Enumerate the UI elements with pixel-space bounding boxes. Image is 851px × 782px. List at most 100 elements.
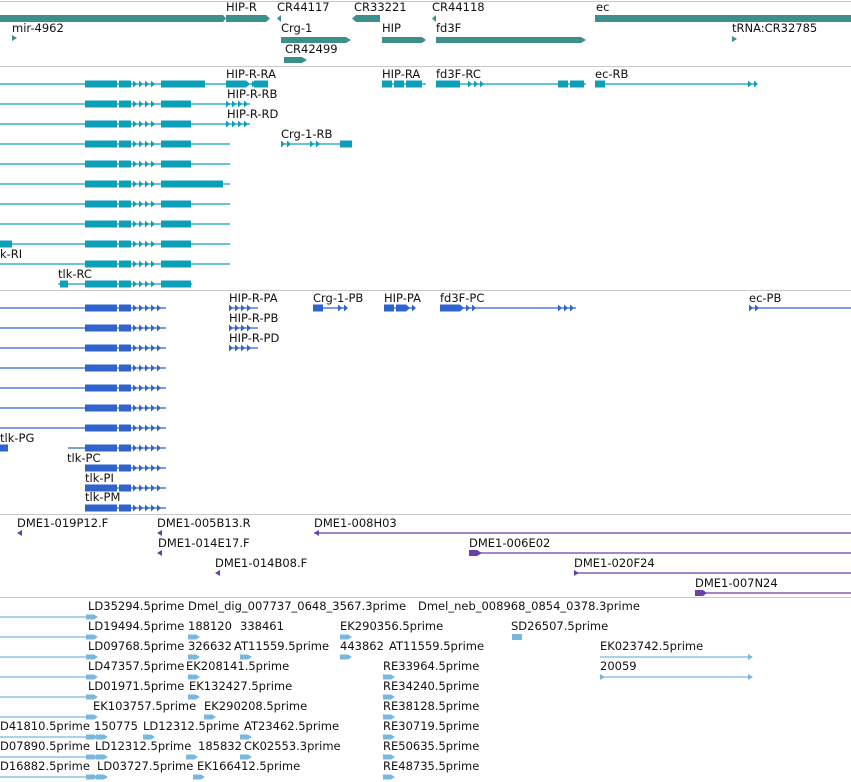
- exon-arrow: [145, 324, 149, 332]
- bac-label[interactable]: DME1-020F24: [574, 556, 655, 570]
- transcript-glyph-exon: [161, 240, 191, 248]
- est-arrow: [196, 674, 200, 680]
- exon-arrow: [133, 384, 137, 392]
- est-label[interactable]: D16882.5prime: [0, 759, 90, 773]
- est-label[interactable]: D07890.5prime: [0, 739, 90, 753]
- bac-label[interactable]: DME1-014B08.F: [215, 556, 308, 570]
- est-label[interactable]: LD12312.5prime: [95, 739, 192, 753]
- bac-label[interactable]: DME1-008H03: [314, 516, 397, 530]
- est-label[interactable]: LD47357.5prime: [88, 659, 185, 673]
- est-label[interactable]: RE33964.5prime: [383, 659, 480, 673]
- bac-label[interactable]: DME1-006E02: [469, 536, 551, 550]
- cds-label[interactable]: Crg-1-PB: [313, 291, 364, 305]
- gene-label[interactable]: tRNA:CR32785: [732, 21, 818, 35]
- transcript-label[interactable]: ec-RB: [595, 67, 629, 81]
- est-label[interactable]: LD12312.5prime: [143, 719, 240, 733]
- exon-arrow: [133, 484, 137, 492]
- est-label[interactable]: EK166412.5prime: [197, 759, 301, 773]
- transcript-label[interactable]: HIP-RA: [382, 67, 421, 81]
- cds-label[interactable]: HIP-R-PB: [229, 311, 279, 325]
- gene-label[interactable]: Crg-1: [281, 21, 313, 35]
- exon-arrow: [472, 304, 476, 312]
- est-label[interactable]: Dmel_dig_007737_0648_3567.3prime: [188, 599, 407, 613]
- est-label[interactable]: 443862: [340, 639, 384, 653]
- est-label[interactable]: AT11559.5prime: [234, 639, 330, 653]
- est-label[interactable]: RE48735.5prime: [383, 759, 480, 773]
- est-label[interactable]: EK290208.5prime: [204, 699, 308, 713]
- est-label[interactable]: EK208141.5prime: [186, 659, 290, 673]
- est-glyph-exon: [383, 774, 391, 780]
- gene-label[interactable]: fd3F: [436, 21, 462, 35]
- transcript-label[interactable]: HIP-R-RB: [227, 87, 278, 101]
- gene-glyph: [0, 15, 223, 22]
- est-label[interactable]: AT23462.5prime: [244, 719, 340, 733]
- gene-label[interactable]: CR33221: [354, 0, 407, 14]
- est-label[interactable]: CK02553.3prime: [244, 739, 341, 753]
- est-glyph-exon: [86, 754, 94, 760]
- bac-label[interactable]: DME1-005B13.R: [157, 516, 251, 530]
- exon-arrow: [139, 384, 143, 392]
- gene-label[interactable]: ec: [596, 0, 610, 14]
- est-label[interactable]: 20059: [600, 659, 637, 673]
- cds-label[interactable]: tlk-PM: [85, 490, 121, 504]
- gene-label[interactable]: HIP-R: [226, 0, 257, 14]
- est-label[interactable]: EK103757.5prime: [93, 699, 197, 713]
- bac-label[interactable]: DME1-014E17.F: [158, 536, 250, 550]
- exon-arrow: [139, 100, 143, 108]
- transcript-label[interactable]: Crg-1-RB: [281, 127, 333, 141]
- exon-arrow: [755, 304, 759, 312]
- est-label[interactable]: RE38128.5prime: [383, 699, 480, 713]
- est-label[interactable]: 188120: [188, 619, 232, 633]
- gene-label[interactable]: HIP: [382, 21, 401, 35]
- exon-arrow: [133, 464, 137, 472]
- est-arrow: [194, 754, 198, 760]
- est-label[interactable]: RE50635.5prime: [383, 739, 480, 753]
- cds-label[interactable]: HIP-R-PD: [229, 331, 280, 345]
- est-label[interactable]: LD03727.5prime: [97, 759, 194, 773]
- transcript-track: HIP-R-RA HIP-RA fd3F-RC ec-RB HIP-R-RB H…: [0, 66, 851, 290]
- cds-label[interactable]: tlk-PC: [67, 451, 101, 465]
- exon-arrow: [468, 80, 472, 88]
- est-label[interactable]: LD01971.5prime: [88, 679, 185, 693]
- est-label[interactable]: LD19494.5prime: [88, 619, 185, 633]
- gene-label[interactable]: mir-4962: [12, 21, 64, 35]
- cds-label[interactable]: fd3F-PC: [440, 291, 485, 305]
- est-label[interactable]: EK132427.5prime: [189, 679, 293, 693]
- gene-label[interactable]: CR44118: [432, 0, 485, 14]
- cds-label[interactable]: tlk-PI: [85, 471, 114, 485]
- cds-label[interactable]: HIP-PA: [384, 291, 421, 305]
- cds-label[interactable]: ec-PB: [749, 291, 782, 305]
- transcript-label[interactable]: fd3F-RC: [436, 67, 481, 81]
- transcript-glyph-exon: [85, 140, 117, 148]
- bac-label[interactable]: DME1-007N24: [695, 576, 778, 590]
- est-label[interactable]: 150775: [94, 719, 138, 733]
- exon-arrow: [151, 384, 155, 392]
- est-label[interactable]: LD35294.5prime: [88, 599, 185, 613]
- transcript-glyph-exon: [161, 200, 191, 208]
- est-label[interactable]: LD09768.5prime: [88, 639, 185, 653]
- transcript-label[interactable]: tlk-RC: [58, 267, 92, 281]
- est-label[interactable]: 326632: [188, 639, 232, 653]
- est-label[interactable]: RE34240.5prime: [383, 679, 480, 693]
- gene-label[interactable]: CR44117: [277, 0, 330, 14]
- est-label[interactable]: 185832: [198, 739, 242, 753]
- est-label[interactable]: SD26507.5prime: [511, 619, 609, 633]
- gene-label[interactable]: CR42499: [285, 42, 338, 56]
- est-label[interactable]: 338461: [240, 619, 284, 633]
- transcript-label[interactable]: HIP-R-RD: [227, 107, 279, 121]
- est-arrow: [196, 694, 200, 700]
- exon-arrow: [238, 100, 242, 108]
- bac-label[interactable]: DME1-019P12.F: [17, 516, 109, 530]
- transcript-label[interactable]: HIP-R-RA: [226, 67, 276, 81]
- est-label[interactable]: EK290356.5prime: [340, 619, 444, 633]
- est-label[interactable]: EK023742.5prime: [600, 639, 704, 653]
- est-label[interactable]: Dmel_neb_008968_0854_0378.3prime: [418, 599, 640, 613]
- cds-label[interactable]: tlk-PG: [0, 431, 35, 445]
- transcript-glyph-exon: [161, 220, 191, 228]
- est-label[interactable]: AT11559.5prime: [389, 639, 485, 653]
- transcript-label[interactable]: k-RI: [0, 247, 23, 261]
- est-label[interactable]: RE30719.5prime: [383, 719, 480, 733]
- exon-arrow: [133, 200, 137, 208]
- cds-label[interactable]: HIP-R-PA: [229, 291, 278, 305]
- est-label[interactable]: D41810.5prime: [0, 719, 90, 733]
